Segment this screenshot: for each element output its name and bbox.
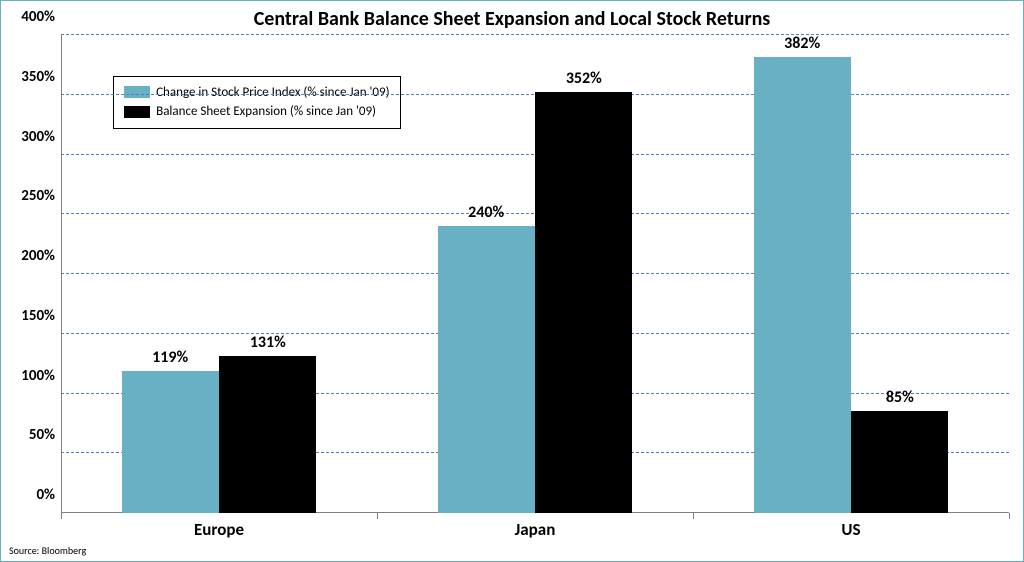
bar: 119% bbox=[122, 371, 219, 513]
bar-value-label: 240% bbox=[468, 203, 504, 226]
y-tick-label: 200% bbox=[21, 247, 61, 265]
legend: Change in Stock Price Index (% since Jan… bbox=[113, 76, 400, 129]
x-category-label: Europe bbox=[194, 513, 244, 540]
legend-swatch-icon bbox=[124, 86, 150, 98]
bar-value-label: 85% bbox=[886, 388, 914, 411]
legend-item: Change in Stock Price Index (% since Jan… bbox=[124, 83, 389, 103]
source-label: Source: Bloomberg bbox=[9, 544, 86, 557]
bar: 131% bbox=[219, 356, 316, 513]
legend-label: Balance Sheet Expansion (% since Jan '09… bbox=[156, 102, 376, 122]
grid-line bbox=[61, 34, 1009, 35]
legend-label: Change in Stock Price Index (% since Jan… bbox=[156, 83, 389, 103]
y-axis-line bbox=[61, 35, 62, 513]
bar-value-label: 352% bbox=[566, 69, 602, 92]
chart-title: Central Bank Balance Sheet Expansion and… bbox=[1, 1, 1023, 31]
y-tick-label: 50% bbox=[29, 426, 61, 444]
y-tick-label: 300% bbox=[21, 128, 61, 146]
y-tick-label: 150% bbox=[21, 307, 61, 325]
plot-area: Change in Stock Price Index (% since Jan… bbox=[61, 35, 1009, 513]
y-tick-label: 100% bbox=[21, 367, 61, 385]
y-tick-label: 400% bbox=[21, 8, 61, 26]
bar-value-label: 382% bbox=[784, 34, 820, 57]
bar: 382% bbox=[754, 57, 851, 513]
x-category-label: Japan bbox=[515, 513, 556, 540]
y-tick-label: 350% bbox=[21, 68, 61, 86]
y-tick-label: 250% bbox=[21, 187, 61, 205]
legend-swatch-icon bbox=[124, 106, 150, 118]
bar: 85% bbox=[851, 411, 948, 513]
chart-container: Central Bank Balance Sheet Expansion and… bbox=[0, 0, 1024, 562]
x-tick-mark bbox=[377, 513, 378, 519]
x-tick-mark bbox=[1009, 513, 1010, 519]
bar-value-label: 119% bbox=[152, 348, 188, 371]
x-tick-mark bbox=[693, 513, 694, 519]
x-tick-mark bbox=[61, 513, 62, 519]
bar-value-label: 131% bbox=[250, 333, 286, 356]
y-tick-label: 0% bbox=[36, 486, 61, 504]
bar: 352% bbox=[535, 92, 632, 513]
x-category-label: US bbox=[841, 513, 860, 540]
legend-item: Balance Sheet Expansion (% since Jan '09… bbox=[124, 102, 389, 122]
bar: 240% bbox=[438, 226, 535, 513]
